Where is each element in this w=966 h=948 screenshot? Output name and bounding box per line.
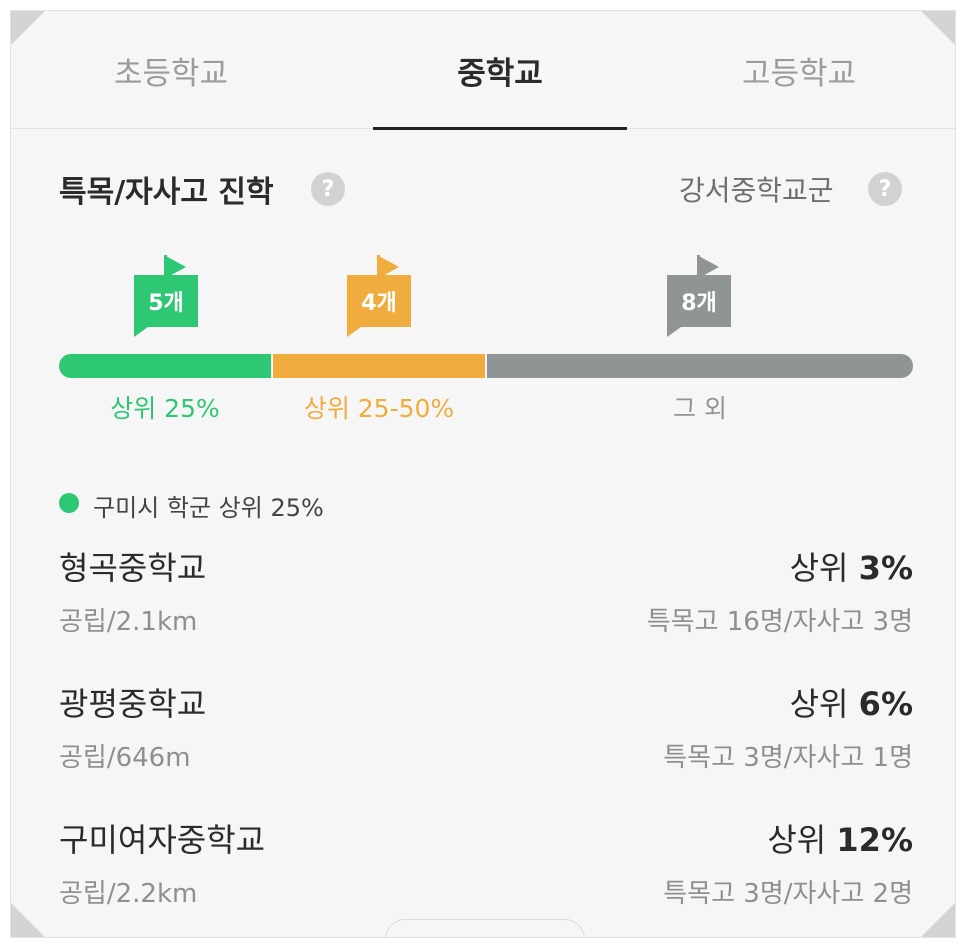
flag-count: 5개	[134, 275, 198, 327]
school-level-tabs: 초등학교 중학교 고등학교	[11, 11, 955, 130]
school-meta: 공립/2.2km	[59, 879, 198, 909]
corner-decoration	[921, 11, 955, 45]
school-card: 초등학교 중학교 고등학교 특목/자사고 진학 ? 강서중학교군 ? 5개 4개…	[10, 10, 956, 938]
tab-high[interactable]: 고등학교	[741, 55, 857, 92]
school-name: 광평중학교	[59, 685, 207, 723]
school-meta: 공립/2.1km	[59, 607, 198, 637]
bar-segment-others	[487, 354, 913, 378]
tab-elementary[interactable]: 초등학교	[113, 55, 229, 92]
flag-count: 4개	[347, 275, 411, 327]
help-icon[interactable]: ?	[868, 172, 902, 206]
legend-text: 구미시 학군 상위 25%	[93, 494, 324, 522]
school-name: 형곡중학교	[59, 549, 207, 587]
bar-segment-top25	[59, 354, 271, 378]
bar-label-others: 그 외	[673, 394, 727, 423]
flag-icon	[697, 255, 719, 279]
school-name: 구미여자중학교	[59, 821, 266, 859]
bar-label-top25: 상위 25%	[110, 394, 220, 423]
bar-label-top25-50: 상위 25-50%	[303, 394, 455, 423]
school-rank: 상위 6%	[789, 685, 913, 723]
flag-icon	[377, 255, 399, 279]
more-handle[interactable]	[385, 919, 585, 937]
bar-segment-top25-50	[273, 354, 485, 378]
corner-decoration	[921, 903, 955, 937]
school-meta: 공립/646m	[59, 743, 191, 773]
school-counts: 특목고 16명/자사고 3명	[646, 607, 913, 637]
distribution-bar	[59, 354, 913, 378]
legend-dot-icon	[59, 493, 79, 513]
section-title: 특목/자사고 진학	[59, 175, 274, 210]
help-icon[interactable]: ?	[311, 172, 345, 206]
active-tab-indicator	[373, 127, 627, 130]
corner-decoration	[11, 903, 45, 937]
school-counts: 특목고 3명/자사고 2명	[663, 879, 913, 909]
flag-count: 8개	[667, 275, 731, 327]
school-rank: 상위 3%	[789, 549, 913, 587]
region-selector[interactable]: 강서중학교군	[679, 174, 834, 207]
school-rank: 상위 12%	[767, 821, 913, 859]
school-counts: 특목고 3명/자사고 1명	[663, 743, 913, 773]
flag-icon	[164, 255, 186, 279]
tab-middle[interactable]: 중학교	[457, 55, 543, 92]
corner-decoration	[11, 11, 45, 45]
